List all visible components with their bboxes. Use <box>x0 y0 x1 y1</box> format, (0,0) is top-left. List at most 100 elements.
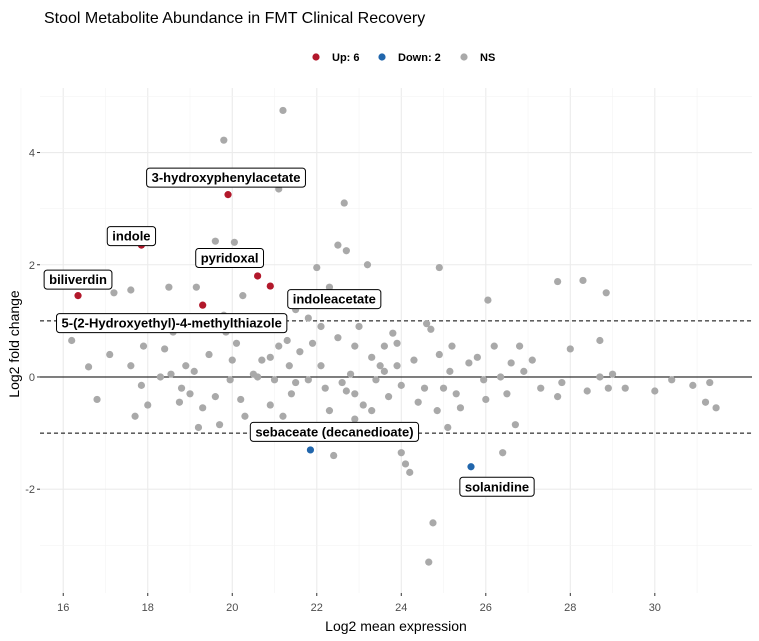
data-point <box>308 339 317 347</box>
legend-label: Up: 6 <box>332 52 360 64</box>
data-point <box>266 353 274 361</box>
data-point <box>355 322 363 331</box>
data-point <box>604 384 612 392</box>
data-point <box>304 314 312 322</box>
legend-label: Down: 2 <box>398 52 441 64</box>
y-axis-title: Log2 fold change <box>6 290 22 398</box>
data-point <box>321 384 329 392</box>
data-point <box>139 342 148 350</box>
data-point <box>397 449 405 457</box>
data-point <box>110 289 118 297</box>
data-point <box>279 412 287 420</box>
data-point <box>241 412 249 420</box>
data-point <box>435 350 443 359</box>
point-label-text: indole <box>112 229 150 244</box>
data-point <box>380 367 388 375</box>
data-point <box>340 199 348 207</box>
data-point <box>296 348 304 356</box>
point-label-text: biliverdin <box>49 272 107 287</box>
point-label-text: sebaceate (decanedioate) <box>255 424 413 439</box>
data-point <box>473 353 481 361</box>
data-point <box>258 356 266 364</box>
data-point <box>554 277 562 286</box>
data-point <box>254 272 262 280</box>
x-tick-label: 26 <box>480 602 492 614</box>
data-point <box>192 283 200 291</box>
data-point <box>484 296 492 304</box>
x-tick-label: 16 <box>57 602 69 614</box>
data-point <box>279 106 287 115</box>
data-point <box>706 378 714 387</box>
data-point <box>566 345 574 353</box>
data-point <box>520 367 528 375</box>
data-point <box>342 387 350 395</box>
data-point <box>456 404 465 412</box>
data-point <box>425 558 433 566</box>
x-axis-ticks: 16 18 20 22 24 26 28 30 <box>57 593 661 614</box>
data-point <box>306 446 315 454</box>
data-point <box>205 350 213 359</box>
data-point <box>190 367 198 375</box>
data-point <box>226 376 234 384</box>
legend-label: NS <box>480 52 495 64</box>
point-label-box <box>459 476 535 497</box>
data-point <box>215 421 224 429</box>
data-point <box>602 289 610 297</box>
data-point <box>433 407 441 415</box>
data-point <box>444 423 452 432</box>
data-point <box>224 191 232 199</box>
data-point <box>334 241 342 249</box>
data-point <box>194 423 203 432</box>
data-point <box>651 387 659 395</box>
data-point <box>467 463 475 471</box>
data-point <box>334 334 342 342</box>
data-point <box>401 460 410 468</box>
data-point <box>712 404 720 412</box>
data-point <box>144 401 152 409</box>
point-label: 3-hydroxyphenylacetate <box>146 167 306 188</box>
data-point <box>211 237 219 245</box>
data-point <box>490 342 498 350</box>
data-point <box>237 395 245 404</box>
data-point <box>393 339 401 347</box>
data-point <box>346 370 355 378</box>
data-point <box>511 421 519 429</box>
data-point <box>435 263 443 272</box>
data-point <box>68 336 76 345</box>
data-point <box>363 261 372 269</box>
point-label: indole <box>106 226 157 247</box>
data-point <box>292 378 300 387</box>
data-point <box>220 136 228 144</box>
data-point <box>528 356 536 364</box>
data-point <box>368 353 376 361</box>
data-point <box>342 247 350 255</box>
point-label-text: solanidine <box>465 479 529 494</box>
data-point <box>452 390 460 398</box>
data-point <box>480 376 488 384</box>
data-point <box>668 376 676 384</box>
point-label-text: 5-(2-Hydroxyethyl)-4-methylthiazole <box>62 316 282 331</box>
x-tick-label: 30 <box>649 602 661 614</box>
data-point <box>74 292 82 300</box>
data-point <box>554 393 562 401</box>
data-point <box>482 395 490 404</box>
data-point <box>393 362 401 370</box>
data-point <box>410 356 418 364</box>
grid <box>20 88 752 593</box>
data-point <box>376 362 384 370</box>
data-point <box>182 362 190 370</box>
point-labels: 3-hydroxyphenylacetate indole pyridoxal bil… <box>43 167 535 497</box>
data-point <box>359 401 367 409</box>
legend-swatch <box>460 53 468 61</box>
data-point <box>127 362 135 370</box>
data-point <box>429 519 437 527</box>
data-point <box>232 339 241 347</box>
data-point <box>689 381 697 389</box>
data-point <box>199 404 207 412</box>
point-label-box <box>287 289 382 310</box>
y-tick-label: 4 <box>29 148 35 160</box>
data-point <box>285 362 293 370</box>
data-point <box>275 342 283 350</box>
data-point <box>131 412 139 420</box>
data-point <box>446 367 454 375</box>
